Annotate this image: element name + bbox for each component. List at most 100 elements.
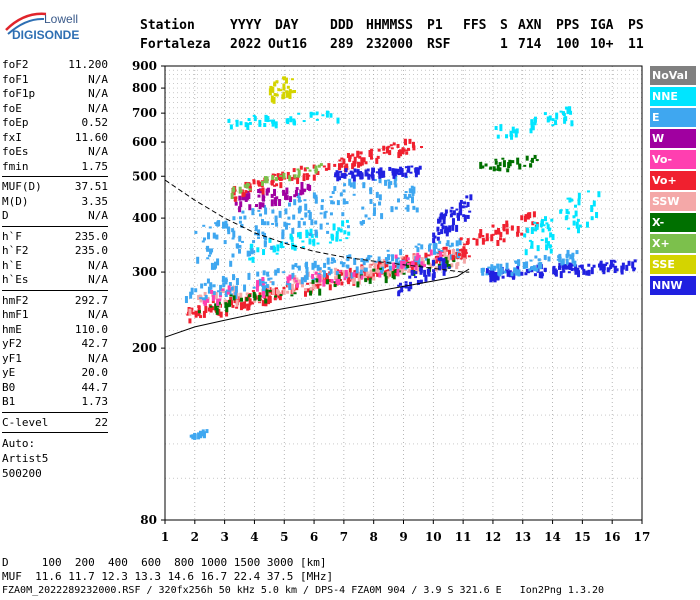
echo-point bbox=[325, 222, 329, 225]
echo-point bbox=[347, 277, 351, 285]
echo-point bbox=[290, 283, 294, 289]
echo-point bbox=[343, 183, 347, 187]
echo-point bbox=[263, 123, 267, 128]
echo-point bbox=[257, 188, 261, 193]
echo-point bbox=[340, 162, 344, 168]
param-row: D N/A bbox=[2, 209, 108, 224]
echo-point bbox=[212, 232, 216, 239]
echo-point bbox=[536, 245, 540, 252]
echo-point bbox=[298, 200, 302, 203]
echo-point bbox=[300, 217, 304, 220]
echo-point bbox=[304, 263, 308, 268]
legend-item: NoVal bbox=[650, 66, 696, 85]
echo-point bbox=[392, 142, 396, 146]
echo-point bbox=[494, 229, 498, 235]
x-tick-label: 10 bbox=[425, 530, 442, 544]
echo-point bbox=[214, 303, 218, 311]
echo-point bbox=[274, 215, 278, 223]
echo-point bbox=[462, 243, 466, 246]
footer-muf: MUF 11.6 11.7 12.3 13.3 14.6 16.7 22.4 3… bbox=[2, 570, 334, 583]
echo-point bbox=[252, 250, 256, 254]
echo-point bbox=[205, 298, 209, 303]
echo-point bbox=[234, 285, 238, 293]
echo-point bbox=[322, 270, 326, 278]
echo-point bbox=[188, 318, 192, 324]
echo-point bbox=[261, 187, 265, 195]
echo-point bbox=[269, 281, 273, 284]
echo-point bbox=[595, 211, 599, 218]
echo-point bbox=[234, 291, 238, 299]
echo-point bbox=[449, 213, 453, 218]
param-divider bbox=[2, 225, 108, 227]
hdr2-cell: 2022 bbox=[230, 37, 262, 52]
echo-point bbox=[322, 279, 326, 287]
echo-point bbox=[378, 201, 382, 206]
echo-point bbox=[450, 206, 454, 209]
echo-point bbox=[342, 158, 346, 165]
echo-point bbox=[285, 90, 289, 98]
echo-point bbox=[235, 278, 239, 286]
echo-point bbox=[416, 247, 420, 253]
echo-point bbox=[586, 190, 590, 193]
hdr2-cell: Out16 bbox=[268, 37, 308, 52]
echo-point bbox=[577, 270, 581, 278]
echo-point bbox=[328, 241, 332, 244]
echo-point bbox=[344, 174, 348, 177]
param-note: 500200 bbox=[2, 467, 42, 480]
echo-point bbox=[336, 175, 340, 182]
echo-point bbox=[274, 269, 278, 276]
echo-point bbox=[494, 271, 498, 277]
echo-point bbox=[214, 292, 218, 300]
hdr1-cell: FFS bbox=[463, 18, 487, 33]
echo-point bbox=[285, 195, 289, 201]
echo-point bbox=[329, 113, 333, 116]
echo-point bbox=[546, 224, 550, 230]
echo-point bbox=[355, 174, 359, 177]
echo-point bbox=[369, 151, 373, 158]
echo-point bbox=[576, 218, 580, 222]
echo-point bbox=[288, 198, 292, 203]
echo-point bbox=[337, 163, 341, 171]
echo-point bbox=[297, 207, 301, 214]
echo-point bbox=[238, 248, 242, 254]
echo-point bbox=[532, 211, 536, 218]
param-key: h`Es bbox=[2, 273, 29, 286]
echo-point bbox=[239, 121, 243, 126]
echo-point bbox=[335, 271, 339, 279]
echo-point bbox=[410, 165, 414, 168]
echo-point bbox=[462, 257, 466, 264]
legend-item: NNE bbox=[650, 87, 696, 106]
echo-point bbox=[266, 271, 270, 276]
echo-point bbox=[279, 89, 283, 92]
echo-point bbox=[273, 297, 277, 301]
echo-point bbox=[370, 148, 374, 152]
echo-point bbox=[227, 118, 231, 123]
echo-point bbox=[203, 301, 207, 307]
param-value: 235.0 bbox=[74, 244, 108, 257]
echo-point bbox=[512, 131, 516, 134]
echo-point bbox=[368, 264, 372, 269]
echo-point bbox=[372, 276, 376, 281]
echo-point bbox=[221, 275, 225, 281]
echo-point bbox=[271, 281, 275, 286]
echo-point bbox=[505, 220, 509, 227]
echo-point bbox=[278, 210, 282, 218]
echo-point bbox=[353, 170, 357, 173]
echo-point bbox=[308, 184, 312, 191]
echo-point bbox=[389, 181, 393, 186]
param-row: yE 20.0 bbox=[2, 366, 108, 381]
echo-point bbox=[211, 301, 215, 304]
echo-point bbox=[392, 262, 396, 270]
echo-point bbox=[375, 191, 379, 198]
echo-point bbox=[330, 257, 334, 262]
echo-point bbox=[511, 126, 515, 132]
echo-point bbox=[289, 116, 293, 123]
echo-point bbox=[297, 220, 301, 228]
echo-point bbox=[244, 190, 248, 194]
echo-point bbox=[423, 269, 427, 277]
echo-point bbox=[502, 223, 506, 230]
echo-point bbox=[314, 271, 318, 275]
param-key: foF2 bbox=[2, 58, 29, 71]
echo-point bbox=[232, 295, 236, 301]
echo-point bbox=[540, 219, 544, 226]
